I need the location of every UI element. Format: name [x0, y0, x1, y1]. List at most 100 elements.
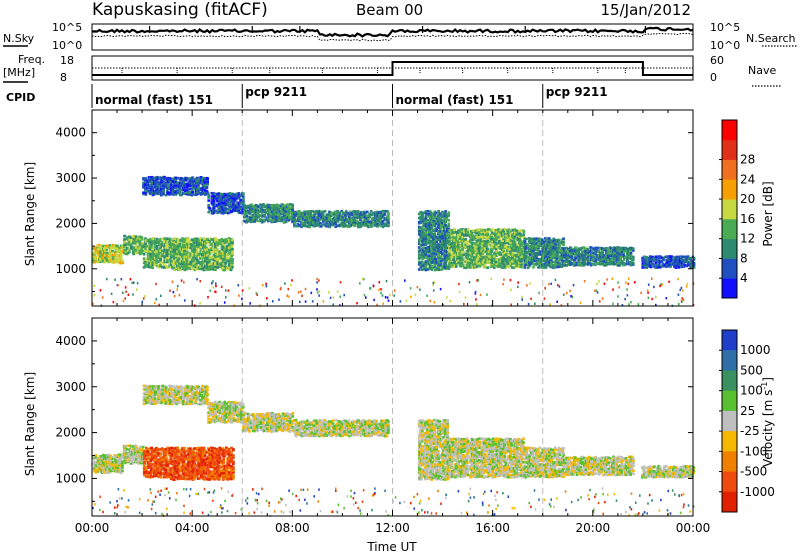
echo-cell [279, 204, 283, 208]
echo-cell [155, 259, 158, 262]
echo-cell [455, 265, 458, 268]
echo-cell [310, 209, 314, 213]
cpid-mode-label: normal (fast) 151 [95, 93, 213, 107]
echo-cell [207, 195, 210, 199]
echo-cell [490, 233, 494, 237]
echo-cell [432, 223, 435, 226]
echo-cell [214, 257, 217, 261]
echo-cell [554, 244, 557, 248]
echo-cell [224, 238, 228, 241]
echo-cell [195, 268, 198, 271]
echo-cell [179, 268, 182, 272]
echo-cell [313, 215, 316, 219]
echo-cell [535, 261, 539, 265]
echo-cell [272, 205, 276, 209]
echo-cell [187, 187, 191, 191]
echo-cell [218, 242, 222, 246]
echo-cell [219, 194, 223, 197]
echo-cell [459, 228, 462, 231]
echo-cell [343, 211, 347, 215]
echo-cell [498, 237, 501, 240]
echo-cell [435, 243, 438, 247]
echo-cell [499, 264, 503, 268]
echo-cell [417, 263, 421, 266]
echo-cell [461, 253, 464, 257]
echo-cell [562, 237, 565, 240]
echo-cell [302, 221, 305, 225]
echo-cell [374, 222, 378, 225]
echo-cell [560, 253, 564, 257]
echo-cell [181, 248, 185, 251]
echo-cell [311, 218, 315, 222]
echo-cell [554, 259, 557, 263]
echo-cell [557, 259, 560, 262]
echo-cell [214, 209, 217, 213]
echo-cell [268, 214, 272, 218]
echo-cell [444, 263, 447, 266]
echo-cell [486, 232, 489, 236]
echo-cell [360, 211, 364, 214]
echo-cell [163, 175, 166, 179]
echo-cell [264, 204, 268, 208]
echo-cell [144, 247, 147, 250]
echo-cell [325, 225, 329, 228]
echo-cell [199, 179, 203, 183]
echo-cell [424, 212, 428, 215]
echo-cell [317, 222, 321, 226]
echo-cell [257, 205, 260, 209]
echo-cell [461, 228, 464, 231]
echo-cell [560, 260, 564, 263]
echo-cell [548, 237, 551, 240]
echo-cell [445, 239, 449, 243]
echo-cell [538, 265, 541, 269]
echo-cell [603, 254, 606, 257]
echo-cell [216, 257, 219, 260]
echo-cell [360, 222, 364, 225]
echo-cell [234, 205, 238, 208]
echo-cell [384, 209, 388, 213]
echo-cell [240, 211, 244, 215]
echo-cell [619, 256, 622, 260]
echo-cell [168, 265, 171, 268]
echo-cell [94, 246, 98, 249]
echo-cell [552, 239, 556, 243]
echo-cell [196, 237, 199, 241]
echo-cell [121, 245, 125, 248]
echo-cell [228, 202, 232, 205]
echo-cell [257, 215, 260, 219]
echo-cell [417, 249, 421, 253]
echo-cell [260, 211, 264, 214]
echo-cell [379, 221, 383, 224]
echo-cell [518, 237, 521, 240]
echo-cell [419, 218, 422, 221]
echo-cell [138, 242, 142, 246]
echo-cell [541, 240, 544, 243]
echo-cell [234, 207, 238, 210]
echo-cell [249, 218, 253, 222]
echo-cell [619, 258, 622, 262]
echo-cell [450, 256, 454, 259]
echo-cell [199, 260, 203, 264]
echo-cell [181, 240, 185, 244]
echo-cell [231, 250, 234, 253]
echo-cell [441, 210, 444, 214]
echo-cell [216, 249, 219, 252]
echo-cell [204, 177, 207, 181]
echo-cell [349, 210, 352, 214]
echo-cell [471, 248, 475, 252]
echo-cell [288, 213, 291, 217]
echo-cell [622, 255, 626, 258]
echo-cell [206, 250, 209, 254]
echo-cell [277, 207, 281, 211]
echo-cell [124, 243, 127, 247]
echo-cell [490, 244, 494, 247]
echo-cell [174, 182, 178, 185]
echo-cell [525, 250, 528, 254]
echo-cell [515, 255, 518, 259]
echo-cell [275, 210, 279, 214]
echo-cell [475, 260, 479, 263]
echo-cell [542, 262, 546, 266]
echo-cell [188, 190, 191, 194]
echo-cell [177, 238, 181, 242]
echo-cell [592, 263, 595, 266]
